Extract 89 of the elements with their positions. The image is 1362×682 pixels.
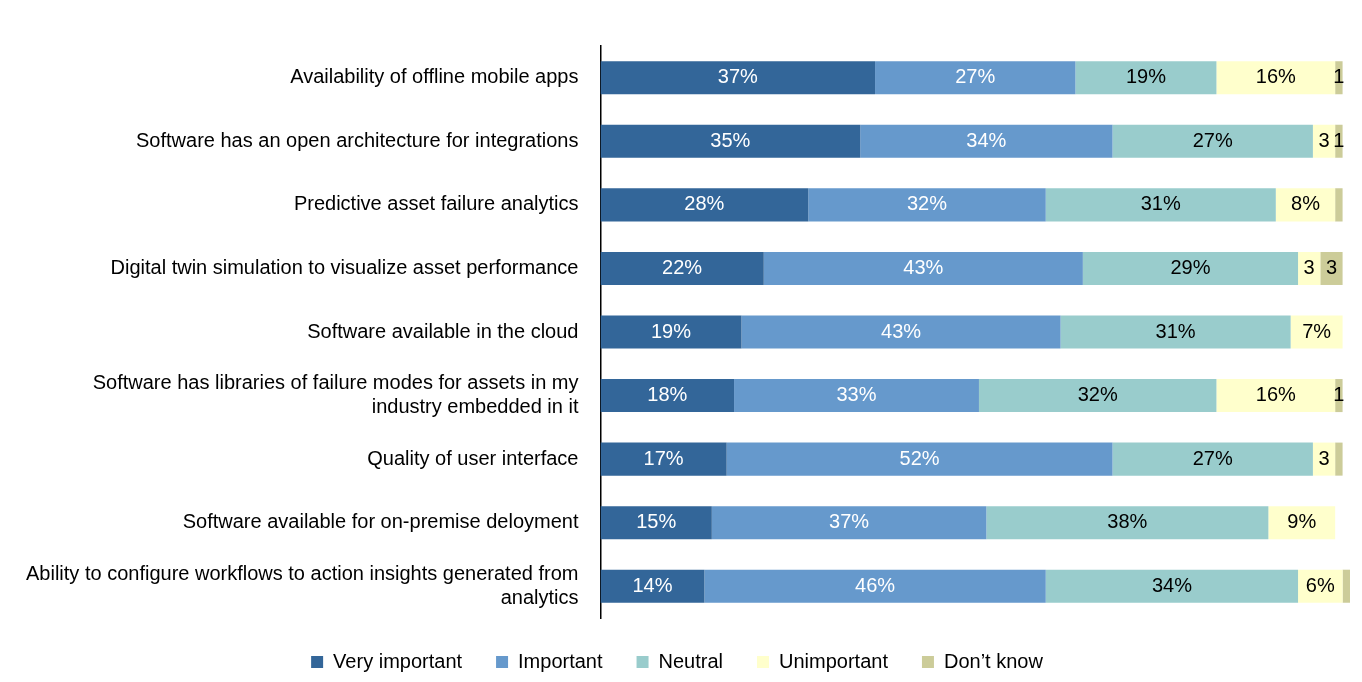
legend-label: Very important [333,649,463,672]
bar [711,506,987,540]
data-label: 15% [636,510,677,533]
data-label: 7% [1302,319,1332,342]
bar [600,124,861,158]
bar [1268,506,1336,540]
data-label: 31% [1155,319,1196,342]
bar [808,188,1046,222]
bar [1075,61,1217,95]
legend-label: Don’t know [943,649,1044,672]
bar [978,379,1217,413]
data-label: 6% [1305,573,1335,596]
data-label: 29% [1170,255,1211,278]
bar [763,251,1083,285]
bar [1342,569,1350,603]
y-tick-label: Ability to configure workflows to action insights generated from analytics [25,561,579,608]
data-label: 16% [1255,383,1297,406]
bar [726,442,1113,476]
bar [600,315,742,349]
legend-label: Neutral [658,649,724,672]
y-tick-label: Software has an open architecture for integrations [136,128,579,151]
y-tick-label: Availability of offline mobile apps [290,65,579,88]
bar [860,124,1113,158]
bar [986,506,1269,540]
data-label: 27% [1192,446,1233,469]
data-label: 3 [1318,446,1330,469]
bar [600,379,735,413]
data-label: 34% [1151,573,1193,596]
data-label: 3 [1318,128,1330,151]
data-label: 1 [1333,65,1345,88]
data-label: 33% [836,383,877,406]
bar [734,379,979,413]
data-label: 35% [710,128,751,151]
y-tick-label: Software available for on-premise deloyment [182,510,579,533]
bar [741,315,1061,349]
bar [1335,442,1343,476]
data-label: 18% [647,383,688,406]
bar [600,251,764,285]
legend-label: Important [518,649,603,672]
bar [1045,188,1276,222]
data-label: 32% [906,192,948,215]
data-label: 17% [643,446,684,469]
data-label: 3 [1303,255,1315,278]
bar [704,569,1046,603]
bar [600,506,712,540]
bar [1320,251,1343,285]
y-tick-label: Software has libraries of failure modes for assets in my industry embedded in it [92,371,579,418]
data-label: 9% [1287,510,1317,533]
data-label: 37% [717,65,759,88]
data-label: 52% [899,446,940,469]
bar [1112,442,1313,476]
legend-label: Unimportant [779,649,889,672]
bar [600,569,705,603]
y-tick-label: Digital twin simulation to visualize asset performance [110,255,579,278]
bar [1290,315,1343,349]
bar [600,61,876,95]
data-label: 37% [829,510,870,533]
bar [1082,251,1299,285]
y-tick-label: Predictive asset failure analytics [293,192,579,215]
bar [600,442,727,476]
bar [1112,124,1313,158]
bar [1335,188,1343,222]
data-label: 27% [955,65,996,88]
bar [1060,315,1291,349]
data-label: 32% [1077,383,1118,406]
y-tick-label: Software available in the cloud [307,319,579,342]
data-label: 14% [632,573,673,596]
data-label: 19% [650,319,692,342]
data-label: 22% [662,255,703,278]
bar [875,61,1076,95]
data-label: 43% [881,319,922,342]
bar [1216,379,1336,413]
data-label: 38% [1107,510,1148,533]
data-label: 34% [966,128,1007,151]
data-label: 43% [903,255,944,278]
data-label: 16% [1255,65,1297,88]
data-label: 46% [855,573,896,596]
data-label: 3 [1325,255,1338,278]
bar [1216,61,1336,95]
y-tick-label: Quality of user interface [367,446,579,469]
data-label: 1 [1333,128,1345,151]
data-label: 8% [1291,192,1321,215]
data-label: 31% [1140,192,1181,215]
data-label: 19% [1125,65,1167,88]
data-label: 28% [684,192,725,215]
bar [600,188,809,222]
bar [1045,569,1299,603]
data-label: 27% [1192,128,1233,151]
data-label: 1 [1333,383,1345,406]
